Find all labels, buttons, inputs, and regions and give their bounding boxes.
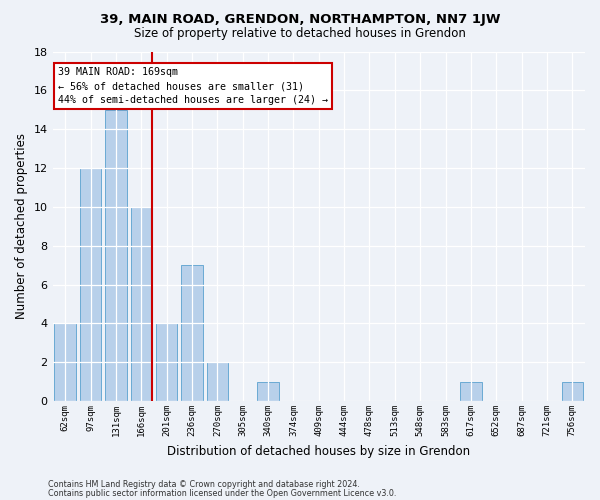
Bar bbox=[206, 362, 228, 401]
Text: 39 MAIN ROAD: 169sqm
← 56% of detached houses are smaller (31)
44% of semi-detac: 39 MAIN ROAD: 169sqm ← 56% of detached h… bbox=[58, 67, 328, 105]
Bar bbox=[55, 324, 76, 401]
Bar bbox=[105, 110, 127, 401]
Bar bbox=[460, 382, 482, 401]
Bar bbox=[131, 207, 152, 401]
X-axis label: Distribution of detached houses by size in Grendon: Distribution of detached houses by size … bbox=[167, 444, 470, 458]
Bar bbox=[562, 382, 583, 401]
Bar bbox=[257, 382, 279, 401]
Y-axis label: Number of detached properties: Number of detached properties bbox=[15, 134, 28, 320]
Text: Size of property relative to detached houses in Grendon: Size of property relative to detached ho… bbox=[134, 28, 466, 40]
Text: 39, MAIN ROAD, GRENDON, NORTHAMPTON, NN7 1JW: 39, MAIN ROAD, GRENDON, NORTHAMPTON, NN7… bbox=[100, 12, 500, 26]
Bar bbox=[80, 168, 101, 401]
Text: Contains HM Land Registry data © Crown copyright and database right 2024.: Contains HM Land Registry data © Crown c… bbox=[48, 480, 360, 489]
Bar bbox=[156, 324, 178, 401]
Text: Contains public sector information licensed under the Open Government Licence v3: Contains public sector information licen… bbox=[48, 488, 397, 498]
Bar bbox=[181, 265, 203, 401]
